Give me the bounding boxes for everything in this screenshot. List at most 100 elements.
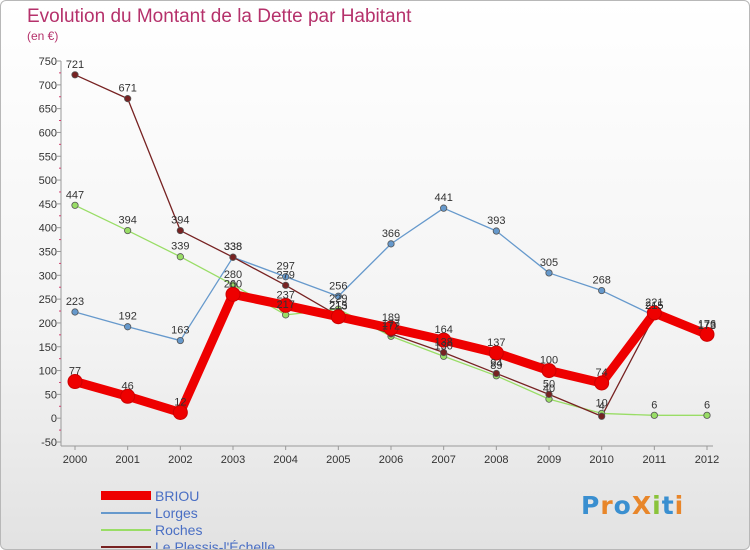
x-tick-label: 2007 <box>431 454 455 466</box>
y-tick-label: 200 <box>39 318 57 330</box>
data-label: 173 <box>698 320 716 332</box>
data-point <box>440 348 448 357</box>
y-tick-label: 250 <box>39 294 57 306</box>
data-label: 338 <box>224 241 242 253</box>
data-label: 137 <box>487 337 505 349</box>
data-label: 94 <box>490 357 502 369</box>
data-point <box>330 309 346 325</box>
data-label: 221 <box>645 297 663 309</box>
data-label: 671 <box>118 83 136 95</box>
logo-letter: i <box>674 491 685 520</box>
data-point <box>229 253 237 261</box>
data-point <box>124 226 132 235</box>
legend-label: Roches <box>155 521 203 538</box>
y-tick-label: 650 <box>39 104 57 116</box>
data-point <box>176 336 184 345</box>
chart-unit-label: (en €) <box>27 29 59 43</box>
data-point <box>699 326 715 342</box>
data-point <box>492 369 500 378</box>
data-point <box>703 411 711 419</box>
legend-swatch <box>101 545 151 548</box>
data-point <box>282 273 290 281</box>
legend-label: BRIOU <box>155 487 200 504</box>
data-label: 268 <box>592 275 610 287</box>
data-label: 237 <box>276 289 294 301</box>
legend-item: Le Plessis-l'Échelle <box>101 538 275 549</box>
y-tick-label: 300 <box>39 270 57 282</box>
x-tick-label: 2008 <box>484 454 508 466</box>
data-label: 46 <box>122 380 134 392</box>
data-label: 74 <box>596 367 608 379</box>
data-label: 138 <box>434 336 452 348</box>
data-label: 280 <box>224 269 242 281</box>
y-tick-label: 600 <box>39 127 57 139</box>
data-point <box>176 226 184 235</box>
data-label: 366 <box>382 228 400 240</box>
data-point <box>387 240 395 248</box>
data-point <box>172 404 188 420</box>
data-label: 260 <box>224 278 242 290</box>
data-label: 721 <box>66 59 84 71</box>
data-label: 6 <box>651 399 657 411</box>
data-label: 100 <box>540 355 558 367</box>
data-point <box>646 305 662 321</box>
data-point <box>120 388 136 404</box>
data-point <box>598 286 606 295</box>
data-label: 447 <box>66 189 84 201</box>
data-label: 223 <box>66 296 84 308</box>
data-label: 189 <box>382 312 400 324</box>
y-tick-label: 500 <box>39 175 57 187</box>
y-tick-label: 50 <box>45 389 57 401</box>
x-tick-label: 2004 <box>273 454 297 466</box>
y-tick-label: 550 <box>39 151 57 163</box>
y-tick-label: 350 <box>39 247 57 259</box>
data-label: 394 <box>171 215 189 227</box>
data-point <box>71 201 79 209</box>
data-label: 256 <box>329 280 347 292</box>
data-label: 163 <box>171 325 189 337</box>
x-tick-label: 2000 <box>63 454 87 466</box>
data-label: 177 <box>382 318 400 330</box>
legend-swatch <box>101 491 151 500</box>
logo-letter: r <box>600 491 614 520</box>
logo-letter: t <box>661 491 675 520</box>
data-label: 164 <box>434 324 452 336</box>
x-tick-label: 2009 <box>537 454 561 466</box>
data-point <box>67 374 83 390</box>
data-label: 172 <box>382 320 400 332</box>
x-tick-label: 2002 <box>168 454 192 466</box>
data-label: 12 <box>174 396 186 408</box>
data-point <box>545 269 553 277</box>
data-point <box>541 363 557 379</box>
data-label: 215 <box>645 300 663 312</box>
legend-item: Roches <box>101 521 275 538</box>
data-label: 213 <box>329 301 347 313</box>
data-label: 173 <box>698 320 716 332</box>
data-point <box>492 227 500 235</box>
data-point <box>71 71 79 79</box>
data-label: 40 <box>543 383 555 395</box>
data-label: 176 <box>698 318 716 330</box>
data-point <box>594 375 610 391</box>
data-point <box>383 320 399 336</box>
data-label: 89 <box>490 360 502 372</box>
x-tick-label: 2006 <box>379 454 403 466</box>
y-tick-label: 150 <box>39 342 57 354</box>
data-point <box>598 412 606 420</box>
y-tick-label: 0 <box>51 413 57 425</box>
y-tick-label: 100 <box>39 366 57 378</box>
data-point <box>278 297 294 313</box>
legend-label: Lorges <box>155 504 198 521</box>
data-label: 77 <box>69 366 81 378</box>
proxiti-logo: ProXiti <box>581 491 684 520</box>
data-label: 130 <box>434 340 452 352</box>
data-label: 338 <box>224 241 242 253</box>
data-point <box>650 411 658 419</box>
chart-legend: BRIOU Lorges Roches Le Plessis-l'Échelle <box>101 487 275 549</box>
data-point <box>176 253 184 261</box>
logo-letter: P <box>581 491 601 520</box>
legend-item: BRIOU <box>101 487 275 504</box>
data-point <box>488 345 504 361</box>
data-label: 279 <box>276 269 294 281</box>
